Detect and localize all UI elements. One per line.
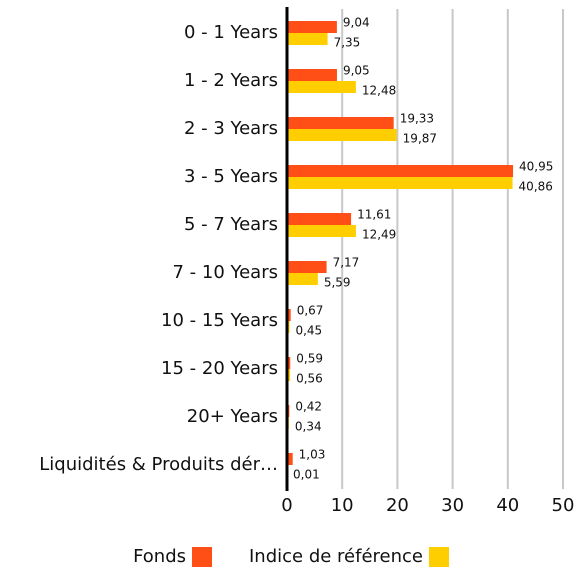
- data-label: 0,56: [296, 372, 323, 386]
- data-label: 5,59: [324, 276, 351, 290]
- x-tick-label: 0: [281, 495, 292, 516]
- bar: [287, 213, 352, 225]
- data-label: 1,03: [299, 448, 326, 462]
- bar: [287, 33, 328, 45]
- y-tick-label: 20+ Years: [187, 406, 278, 427]
- legend-label: Indice de référence: [249, 546, 423, 567]
- bar: [287, 117, 394, 129]
- data-label: 7,35: [334, 36, 361, 50]
- y-tick-label: 2 - 3 Years: [184, 118, 278, 139]
- data-label: 0,45: [295, 324, 322, 338]
- bar: [287, 69, 337, 81]
- bar: [287, 177, 513, 189]
- y-tick-label: 5 - 7 Years: [184, 214, 278, 235]
- data-label: 11,61: [357, 208, 391, 222]
- data-label: 0,01: [293, 468, 320, 482]
- data-label: 0,67: [297, 304, 324, 318]
- data-label: 0,42: [295, 400, 322, 414]
- x-tick-label: 20: [386, 495, 409, 516]
- bar: [287, 165, 514, 177]
- data-label: 0,59: [296, 352, 323, 366]
- legend-swatch: [192, 547, 212, 567]
- y-tick-label: 1 - 2 Years: [184, 70, 278, 91]
- data-label: 12,48: [362, 84, 396, 98]
- bar: [287, 261, 327, 273]
- data-label: 19,87: [403, 132, 437, 146]
- y-tick-label: 10 - 15 Years: [161, 310, 278, 331]
- y-tick-label: 7 - 10 Years: [172, 262, 278, 283]
- x-tick-label: 10: [331, 495, 354, 516]
- bar: [287, 21, 337, 33]
- bar: [287, 453, 293, 465]
- data-label: 9,05: [343, 64, 370, 78]
- x-tick-label: 40: [496, 495, 519, 516]
- data-label: 12,49: [362, 228, 396, 242]
- x-tick-label: 30: [441, 495, 464, 516]
- bar: [287, 225, 356, 237]
- data-label: 40,95: [519, 160, 553, 174]
- bar: [287, 357, 291, 369]
- bar: [287, 369, 291, 381]
- legend-swatch: [429, 547, 449, 567]
- y-tick-label: 15 - 20 Years: [161, 358, 278, 379]
- bar: [287, 81, 356, 93]
- bar: [287, 129, 397, 141]
- y-tick-label: 3 - 5 Years: [184, 166, 278, 187]
- data-label: 7,17: [333, 256, 360, 270]
- data-label: 9,04: [343, 16, 370, 30]
- bar: [287, 309, 291, 321]
- legend-label: Fonds: [133, 546, 186, 567]
- data-label: 19,33: [400, 112, 434, 126]
- data-label: 0,34: [295, 420, 322, 434]
- y-tick-label: 0 - 1 Years: [184, 22, 278, 43]
- bar: [287, 273, 318, 285]
- data-label: 40,86: [519, 180, 553, 194]
- y-tick-label: Liquidités & Produits dér…: [39, 454, 278, 475]
- x-tick-label: 50: [552, 495, 575, 516]
